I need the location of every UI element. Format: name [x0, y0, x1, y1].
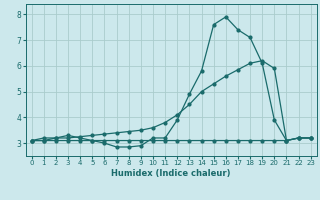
- X-axis label: Humidex (Indice chaleur): Humidex (Indice chaleur): [111, 169, 231, 178]
